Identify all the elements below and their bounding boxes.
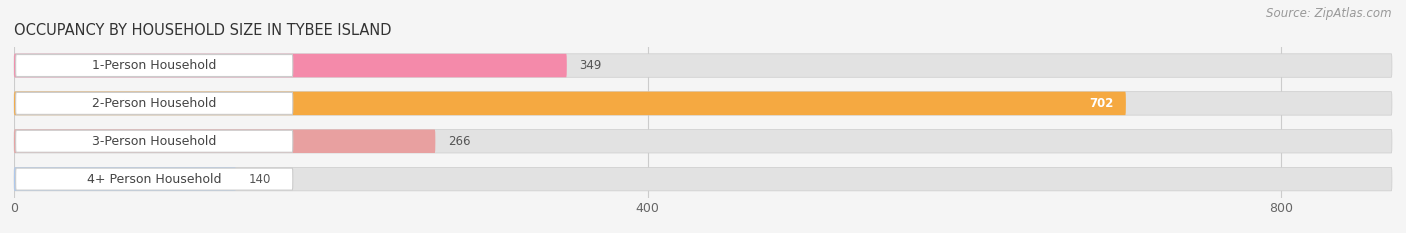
- FancyBboxPatch shape: [15, 130, 292, 152]
- FancyBboxPatch shape: [14, 130, 436, 153]
- Text: 2-Person Household: 2-Person Household: [91, 97, 217, 110]
- Text: 1-Person Household: 1-Person Household: [91, 59, 217, 72]
- Text: Source: ZipAtlas.com: Source: ZipAtlas.com: [1267, 7, 1392, 20]
- FancyBboxPatch shape: [14, 167, 1392, 191]
- FancyBboxPatch shape: [14, 54, 1392, 77]
- Text: 140: 140: [249, 173, 271, 186]
- Text: 702: 702: [1088, 97, 1114, 110]
- Text: 4+ Person Household: 4+ Person Household: [87, 173, 222, 186]
- FancyBboxPatch shape: [15, 168, 292, 190]
- FancyBboxPatch shape: [14, 92, 1126, 115]
- Text: OCCUPANCY BY HOUSEHOLD SIZE IN TYBEE ISLAND: OCCUPANCY BY HOUSEHOLD SIZE IN TYBEE ISL…: [14, 24, 391, 38]
- Text: 3-Person Household: 3-Person Household: [91, 135, 217, 148]
- FancyBboxPatch shape: [14, 130, 1392, 153]
- FancyBboxPatch shape: [14, 92, 1392, 115]
- Text: 349: 349: [579, 59, 602, 72]
- Text: 266: 266: [449, 135, 471, 148]
- FancyBboxPatch shape: [14, 167, 236, 191]
- FancyBboxPatch shape: [15, 93, 292, 114]
- FancyBboxPatch shape: [14, 54, 567, 77]
- FancyBboxPatch shape: [15, 55, 292, 76]
